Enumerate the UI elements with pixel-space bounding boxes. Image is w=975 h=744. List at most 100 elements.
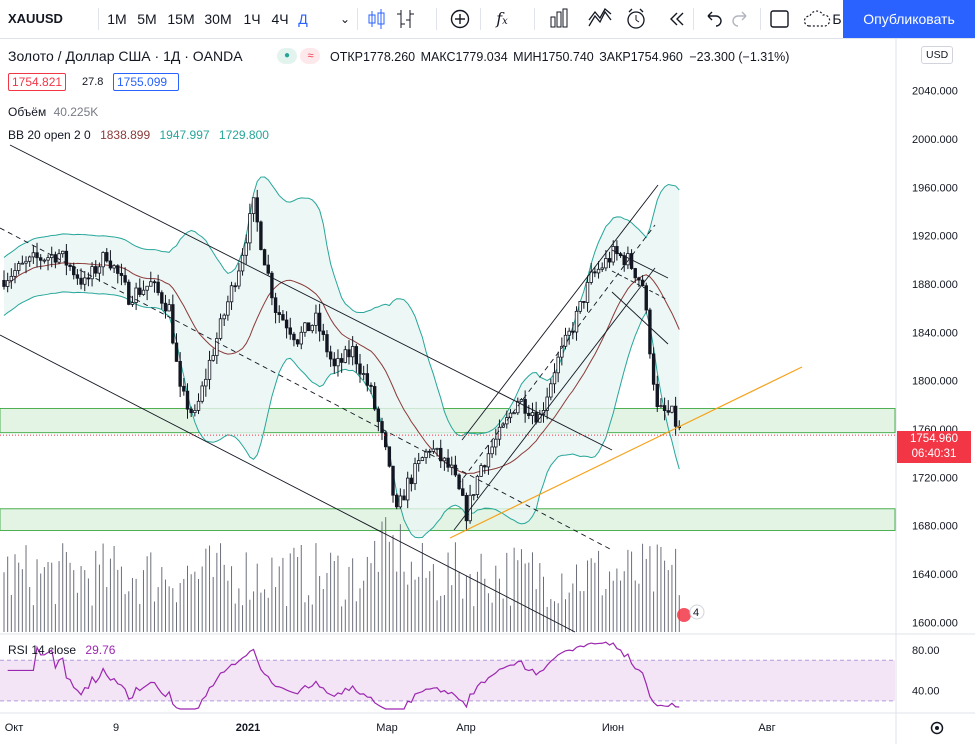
candle-body: [134, 287, 138, 303]
candle: [383, 431, 388, 451]
candle: [226, 295, 230, 321]
undo-icon[interactable]: [702, 0, 724, 38]
candle: [556, 351, 560, 383]
interval-15m[interactable]: 15М: [167, 11, 195, 27]
candle-body: [461, 488, 465, 496]
interval-1m[interactable]: 1М: [107, 11, 127, 27]
candle: [607, 251, 612, 269]
candle-body: [13, 270, 17, 277]
candle-body: [607, 258, 612, 263]
candle: [39, 254, 43, 270]
candle: [13, 263, 17, 284]
candle: [182, 377, 186, 396]
candle: [325, 330, 329, 358]
interval-1d[interactable]: Д: [298, 11, 308, 27]
candle-body: [83, 277, 87, 285]
replay-icon[interactable]: [666, 0, 688, 38]
x-axis-tick-label: 9: [113, 722, 119, 734]
candle-body: [112, 265, 116, 269]
candle-body: [27, 256, 32, 262]
symbol-search[interactable]: XAUUSD: [8, 11, 63, 26]
candle: [372, 382, 377, 412]
candle-body: [585, 281, 590, 303]
candle: [343, 345, 348, 364]
candle-body: [57, 253, 61, 263]
candle: [284, 311, 289, 339]
sell-price-button[interactable]: 1754.821: [8, 73, 67, 91]
interval-4h[interactable]: 4Ч: [271, 11, 289, 27]
indicators-icon[interactable]: [587, 0, 613, 38]
candle: [332, 352, 336, 374]
candle: [347, 340, 351, 365]
candle-body: [336, 358, 340, 367]
candle-body: [662, 405, 667, 412]
candle: [193, 404, 197, 417]
fx-icon[interactable]: fx: [496, 9, 508, 28]
candle-body: [185, 390, 190, 410]
close-label: ЗАКР: [599, 50, 631, 64]
interval-5m[interactable]: 5М: [137, 11, 157, 27]
candle-body: [174, 342, 179, 362]
candle: [50, 246, 54, 268]
candle-body: [409, 477, 414, 485]
interval-1h[interactable]: 1Ч: [243, 11, 261, 27]
alert-icon[interactable]: [624, 0, 650, 38]
candle-body: [516, 400, 520, 414]
candle: [611, 240, 615, 266]
rsi-line: [7, 641, 680, 710]
candle-body: [383, 432, 388, 448]
candles-icon[interactable]: [366, 0, 386, 38]
layout-icon[interactable]: [768, 0, 792, 38]
candle: [174, 333, 179, 362]
toolbar-divider: [436, 8, 437, 30]
candle: [79, 268, 83, 290]
candle: [42, 258, 47, 264]
candle: [361, 365, 366, 380]
candle: [479, 463, 483, 477]
candle: [317, 303, 322, 342]
candle-body: [306, 322, 311, 332]
candle: [262, 248, 267, 266]
candle-body: [512, 412, 516, 415]
add-indicator-icon[interactable]: [449, 0, 471, 38]
candle-body: [442, 457, 447, 462]
candle: [387, 446, 392, 468]
candle-body: [376, 408, 381, 422]
candle-body: [541, 410, 546, 415]
market-status: ● ≈: [277, 48, 321, 64]
cloud-icon[interactable]: [803, 0, 831, 38]
candle-body: [90, 266, 94, 280]
candle-body: [130, 302, 135, 305]
redo-icon[interactable]: [730, 0, 752, 38]
compare-icon[interactable]: [547, 0, 571, 38]
publish-button[interactable]: Опубликовать: [843, 0, 975, 38]
candle: [321, 323, 325, 341]
candle-body: [428, 450, 432, 453]
candle-body: [637, 277, 641, 281]
candle: [417, 452, 421, 472]
candle-body: [578, 301, 582, 312]
candle-body: [343, 349, 348, 363]
candle-body: [431, 448, 436, 452]
interval-30m[interactable]: 30М: [204, 11, 232, 27]
candle: [358, 353, 362, 383]
currency-button[interactable]: USD: [921, 46, 954, 64]
candle: [450, 456, 454, 476]
cloud-label[interactable]: Б: [832, 11, 842, 27]
candle: [516, 397, 520, 415]
candle-body: [16, 263, 21, 271]
candle-body: [244, 242, 248, 256]
candle-body: [182, 385, 186, 392]
candle: [336, 349, 340, 377]
candle: [578, 300, 582, 314]
candle-body: [394, 494, 399, 508]
candle: [152, 279, 157, 293]
chevron-down-icon[interactable]: ⌄: [339, 12, 351, 26]
candle: [405, 471, 410, 509]
bars-icon[interactable]: [394, 0, 416, 38]
candle-body: [156, 281, 160, 294]
rising-channel-lower-line: [453, 267, 656, 531]
candle-body: [519, 399, 524, 402]
buy-price-button[interactable]: 1755.099: [113, 73, 179, 91]
